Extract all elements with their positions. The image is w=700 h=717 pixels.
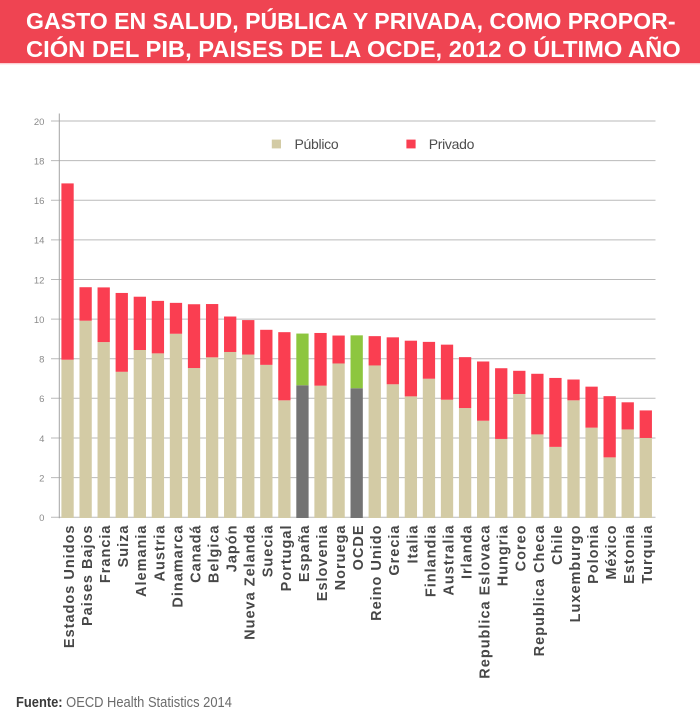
svg-text:8: 8 (39, 355, 44, 366)
svg-text:18: 18 (34, 156, 45, 167)
svg-text:Estonia: Estonia (622, 525, 638, 584)
svg-text:Coreo: Coreo (514, 525, 530, 572)
svg-text:Canadá: Canadá (188, 525, 204, 583)
svg-text:Japón: Japón (225, 525, 241, 573)
svg-text:Polonia: Polonia (586, 525, 602, 584)
svg-text:España: España (297, 525, 313, 583)
svg-text:Público: Público (295, 136, 339, 152)
svg-text:Australia: Australia (441, 525, 457, 596)
svg-text:Luxemburgo: Luxemburgo (568, 525, 584, 623)
svg-text:0: 0 (39, 513, 44, 524)
svg-text:Belgica: Belgica (207, 525, 223, 584)
svg-text:Austria: Austria (152, 525, 168, 582)
svg-text:Republica Checa: Republica Checa (532, 525, 548, 657)
svg-text:Republica Eslovaca: Republica Eslovaca (478, 525, 494, 679)
svg-text:Grecia: Grecia (387, 525, 403, 576)
svg-text:Suiza: Suiza (116, 525, 132, 568)
svg-text:2: 2 (39, 473, 44, 484)
svg-text:Reino Unido: Reino Unido (369, 525, 385, 621)
svg-text:Estados Unidos: Estados Unidos (62, 525, 78, 649)
svg-text:10: 10 (34, 315, 45, 326)
svg-text:Paises Bajos: Paises Bajos (80, 525, 96, 626)
svg-text:Eslovenia: Eslovenia (315, 525, 331, 602)
svg-text:Portugal: Portugal (279, 525, 295, 592)
svg-text:16: 16 (34, 196, 45, 207)
svg-text:Turquia: Turquia (640, 525, 656, 584)
svg-text:Nueva Zelanda: Nueva Zelanda (243, 525, 259, 640)
svg-text:Noruega: Noruega (333, 525, 349, 591)
svg-text:OCDE: OCDE (351, 525, 367, 571)
svg-text:Francia: Francia (98, 525, 114, 584)
svg-text:Suecia: Suecia (261, 525, 277, 578)
svg-text:Italia: Italia (405, 525, 421, 564)
svg-text:Dinamarca: Dinamarca (170, 525, 186, 608)
svg-text:Chile: Chile (550, 525, 566, 565)
svg-text:Privado: Privado (429, 136, 475, 152)
svg-text:Irlanda: Irlanda (459, 525, 475, 580)
svg-text:Hungria: Hungria (496, 525, 512, 587)
svg-text:6: 6 (39, 394, 44, 405)
svg-text:Alemania: Alemania (134, 525, 150, 597)
svg-text:Finlandia: Finlandia (423, 525, 439, 598)
svg-text:20: 20 (34, 117, 45, 128)
svg-text:México: México (604, 525, 620, 580)
svg-text:14: 14 (34, 236, 45, 247)
svg-text:12: 12 (34, 275, 45, 286)
svg-text:4: 4 (39, 434, 44, 445)
